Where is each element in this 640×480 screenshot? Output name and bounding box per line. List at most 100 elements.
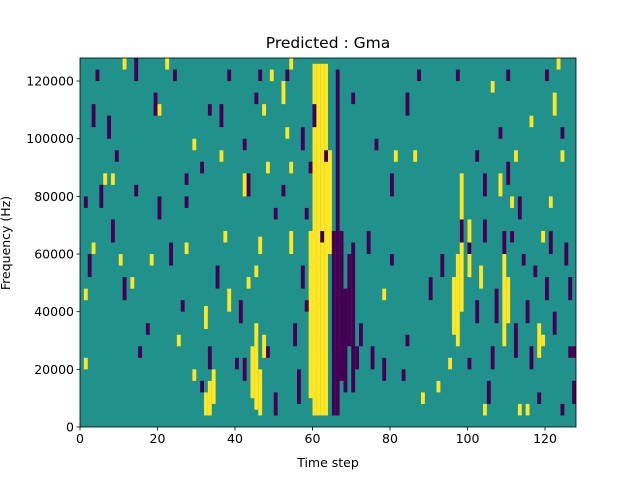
heatmap-cell-low bbox=[568, 277, 573, 301]
heatmap-cell-low bbox=[273, 207, 278, 220]
heatmap-cell-low bbox=[254, 92, 259, 105]
heatmap-cell-high bbox=[258, 369, 263, 416]
heatmap-cell-low bbox=[304, 207, 309, 220]
heatmap-cell-low bbox=[560, 127, 565, 139]
x-tick-label: 20 bbox=[150, 431, 166, 446]
heatmap-cell-low bbox=[351, 242, 356, 393]
heatmap-cell-low bbox=[382, 357, 387, 381]
heatmap-cell-high bbox=[514, 150, 518, 162]
heatmap-cell-high bbox=[250, 346, 255, 399]
heatmap-cell-low bbox=[235, 357, 239, 370]
heatmap-cell-low bbox=[545, 69, 549, 82]
heatmap-cell-low bbox=[184, 196, 189, 208]
heatmap-cell-high bbox=[211, 369, 216, 404]
heatmap-cell-low bbox=[335, 357, 340, 381]
heatmap-cell-high bbox=[436, 380, 441, 393]
heatmap-cell-high bbox=[382, 288, 387, 301]
heatmap-cell-high bbox=[269, 69, 274, 82]
heatmap-cell-low bbox=[219, 104, 224, 128]
y-tick-label: 80000 bbox=[34, 189, 74, 204]
heatmap-cell-low bbox=[355, 346, 360, 370]
heatmap-cell-low bbox=[91, 104, 96, 128]
heatmap-cell-high bbox=[103, 173, 108, 185]
heatmap-cell-high bbox=[219, 150, 224, 162]
heatmap-cell-low bbox=[285, 69, 290, 82]
heatmap-cell-low bbox=[331, 230, 336, 416]
heatmap-cell-low bbox=[242, 357, 247, 381]
heatmap-cell-low bbox=[475, 300, 480, 324]
y-tick-label: 0 bbox=[66, 420, 74, 435]
heatmap-cell-high bbox=[262, 334, 267, 358]
heatmap-cell-low bbox=[207, 346, 212, 370]
heatmap-cell-low bbox=[258, 69, 263, 82]
heatmap-cell-low bbox=[207, 104, 212, 116]
heatmap-cell-low bbox=[153, 92, 158, 116]
heatmap-cell-low bbox=[486, 380, 491, 404]
heatmap-cell-high bbox=[262, 104, 267, 116]
heatmap-cell-high bbox=[393, 150, 398, 162]
heatmap-cell-high bbox=[254, 323, 259, 410]
heatmap-cell-low bbox=[459, 219, 464, 243]
heatmap-cell-low bbox=[390, 173, 394, 197]
heatmap-cell-high bbox=[506, 277, 511, 324]
heatmap-cell-low bbox=[548, 230, 553, 255]
heatmap-cell-high bbox=[289, 58, 294, 70]
heatmap-cell-low bbox=[521, 254, 526, 266]
heatmap-cell-low bbox=[490, 346, 495, 370]
heatmap-cell-high bbox=[118, 254, 123, 266]
heatmap-cell-low bbox=[347, 254, 352, 347]
heatmap-cell-high bbox=[479, 265, 484, 289]
heatmap-cell-high bbox=[560, 150, 565, 162]
x-tick-label: 40 bbox=[227, 431, 243, 446]
heatmap-cell-high bbox=[91, 242, 96, 255]
heatmap-cell-low bbox=[529, 346, 534, 370]
heatmap-cell-low bbox=[401, 369, 406, 381]
x-axis-label: Time step bbox=[296, 455, 359, 470]
heatmap-cell-high bbox=[192, 369, 197, 381]
heatmap-cell-high bbox=[204, 305, 208, 329]
heatmap-cell-high bbox=[529, 115, 534, 128]
heatmap-cell-low bbox=[572, 380, 577, 404]
heatmap-cell-low bbox=[483, 173, 487, 197]
heatmap-cell-low bbox=[560, 403, 565, 416]
heatmap-cell-high bbox=[83, 288, 88, 301]
heatmap-cell-low bbox=[169, 242, 174, 266]
heatmap-cell-low bbox=[184, 173, 189, 185]
heatmap-cell-low bbox=[107, 115, 112, 139]
axes: 0 20 40 60 80 100 120 0 20000 40000 60000 80000 1000… bbox=[26, 57, 577, 446]
heatmap-cell-low bbox=[494, 288, 499, 324]
x-tick-label: 0 bbox=[76, 431, 84, 446]
heatmap-cell-low bbox=[533, 265, 538, 278]
y-tick-label: 40000 bbox=[34, 304, 74, 319]
heatmap-cell-high bbox=[258, 236, 263, 255]
heatmap-cell-low bbox=[145, 323, 150, 335]
heatmap-cell-low bbox=[359, 323, 363, 347]
heatmap-cell-low bbox=[475, 150, 480, 162]
heatmap-cell-high bbox=[455, 254, 460, 347]
heatmap-cell-low bbox=[506, 69, 511, 82]
heatmap-cell-low bbox=[308, 161, 313, 174]
heatmap-cell-low bbox=[405, 334, 410, 347]
y-tick-label: 120000 bbox=[26, 74, 74, 89]
heatmap-cell-high bbox=[176, 334, 181, 347]
heatmap-cell-low bbox=[335, 69, 340, 416]
heatmap-cell-low bbox=[200, 161, 205, 174]
heatmap-cell-high bbox=[324, 63, 329, 416]
heatmap-cell-high bbox=[223, 230, 228, 243]
x-tick-label: 60 bbox=[305, 431, 321, 446]
heatmap-cell-low bbox=[297, 369, 301, 404]
heatmap-cell-high bbox=[149, 254, 154, 266]
heatmap-cell-low bbox=[173, 69, 177, 82]
heatmap-cell-high bbox=[246, 277, 251, 289]
heatmap-cell-low bbox=[238, 300, 243, 324]
heatmap-cell-low bbox=[498, 127, 503, 139]
heatmap-cell-low bbox=[180, 300, 185, 312]
heatmap-cell-high bbox=[537, 323, 542, 358]
heatmap-cell-low bbox=[300, 127, 305, 151]
heatmap-cell-low bbox=[537, 392, 542, 404]
heatmap-cell-low bbox=[304, 300, 309, 312]
heatmap-cell-high bbox=[452, 277, 456, 335]
heatmap-cell-low bbox=[552, 311, 557, 335]
y-tick-label: 100000 bbox=[26, 131, 74, 146]
